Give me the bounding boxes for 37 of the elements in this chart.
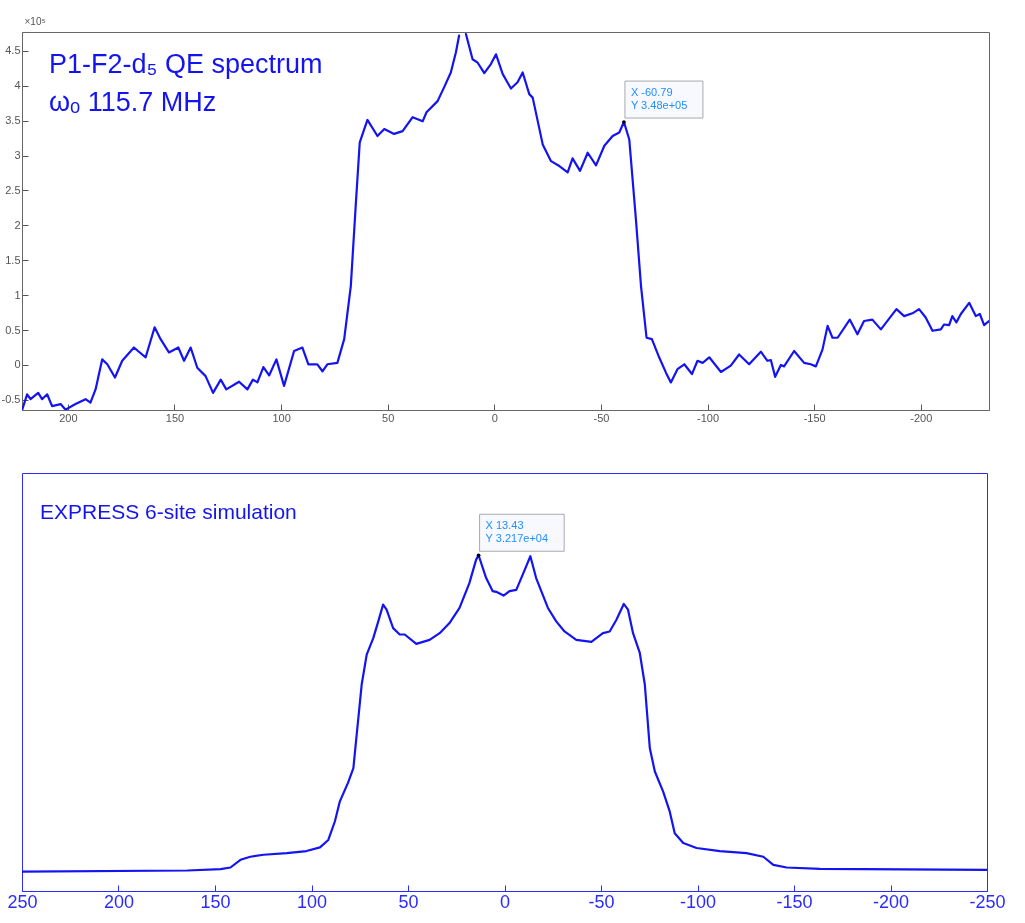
- x-tick-label: 200: [59, 411, 78, 424]
- x-tick-label: -50: [593, 411, 610, 424]
- x-tick-label: -50: [588, 891, 615, 912]
- x-tick-label: -150: [776, 891, 813, 912]
- x-tick-label: 100: [296, 891, 328, 912]
- x-tick-label: -250: [969, 891, 1006, 912]
- x-tick-label: -200: [872, 891, 910, 912]
- x-tick-label: 150: [200, 891, 231, 912]
- y-tick-label: 3: [14, 149, 21, 162]
- x-tick-label: 150: [165, 411, 185, 424]
- y-axis-title: ×10⁵: [24, 15, 46, 27]
- x-tick-label: -150: [803, 411, 826, 424]
- x-tick-label: -100: [697, 411, 720, 424]
- x-tick-label: 100: [272, 411, 291, 424]
- y-tick-label: 1.5: [5, 253, 21, 266]
- y-tick-label: 4: [14, 79, 21, 92]
- x-tick-label: 200: [103, 891, 135, 912]
- annotation: X 13.43 Y 3.217e+04: [485, 519, 549, 545]
- y-tick-label: 4.5: [5, 44, 21, 57]
- x-tick-label: -200: [910, 411, 933, 424]
- y-tick-label: 2: [14, 218, 21, 231]
- annotation: X -60.79 Y 3.48e+05: [630, 86, 688, 112]
- text: EXPRESS 6-site simulation: [40, 500, 297, 523]
- y-tick-label: 0.5: [5, 323, 21, 336]
- y-tick-label: 2.5: [5, 183, 21, 196]
- y-tick-label: 3.5: [5, 114, 21, 127]
- x-tick-label: 50: [398, 891, 419, 912]
- x-tick-label: -100: [679, 891, 717, 912]
- annotation: ωₒ 115.7 MHz: [49, 87, 217, 117]
- x-tick-label: 50: [382, 411, 395, 424]
- x-tick-label: 0: [499, 891, 511, 912]
- x-tick-label: 250: [7, 891, 38, 912]
- y-tick-label: -0.5: [1, 393, 21, 406]
- y-tick-label: 1: [14, 288, 21, 301]
- y-tick-label: 0: [14, 358, 21, 371]
- annotation: P1-F2-d₅ QE spectrum: [49, 49, 323, 79]
- x-tick-label: 0: [491, 411, 498, 424]
